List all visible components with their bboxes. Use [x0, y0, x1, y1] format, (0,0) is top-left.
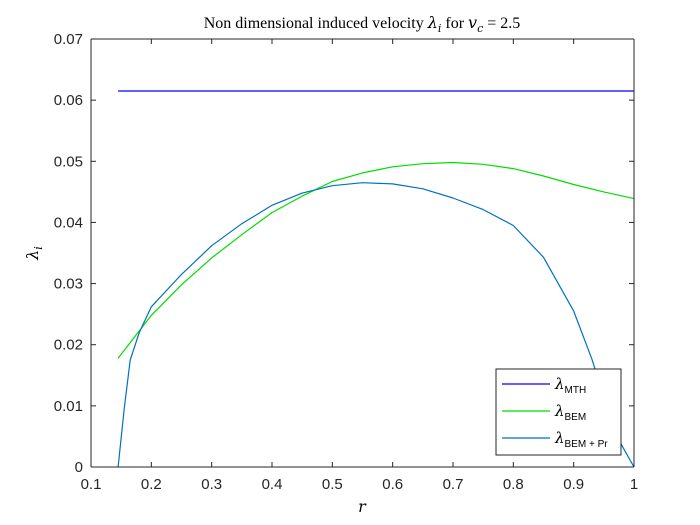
x-tick-label: 0.5 — [322, 476, 343, 493]
x-tick-label: 0.6 — [382, 476, 403, 493]
series-line-bem-pr — [117, 182, 635, 468]
x-tick-label: 1 — [630, 476, 638, 493]
x-tick-label: 0.7 — [443, 476, 464, 493]
x-tick-label: 0.2 — [141, 476, 162, 493]
y-tick-label: 0.06 — [54, 92, 83, 109]
y-tick-label: 0.04 — [54, 214, 83, 231]
y-tick-label: 0 — [75, 459, 83, 476]
y-tick-label: 0.02 — [54, 337, 83, 354]
y-tick-label: 0.01 — [54, 398, 83, 415]
x-tick-label: 0.9 — [563, 476, 584, 493]
x-tick-label: 0.8 — [503, 476, 524, 493]
legend-label: λMTH — [554, 375, 586, 396]
x-tick-label: 0.1 — [81, 476, 102, 493]
y-tick-label: 0.05 — [54, 153, 83, 170]
series-line-bem — [117, 161, 635, 359]
legend-entries: λMTH λBEM λBEM + Pr — [502, 375, 608, 450]
x-ticks: 0.1 0.2 0.3 0.4 0.5 0.6 0.7 0.8 0.9 1 — [81, 39, 638, 493]
legend: λMTH λBEM λBEM + Pr — [495, 368, 622, 456]
legend-label: λBEM — [554, 402, 586, 423]
y-ticks: 0 0.01 0.02 0.03 0.04 0.05 0.06 0.07 — [54, 31, 634, 476]
y-axis-label: λi — [23, 246, 45, 261]
axes-frame — [90, 38, 635, 468]
y-tick-label: 0.07 — [54, 31, 83, 48]
x-tick-label: 0.4 — [262, 476, 283, 493]
y-tick-label: 0.03 — [54, 276, 83, 293]
x-tick-label: 0.3 — [201, 476, 222, 493]
legend-label: λBEM + Pr — [554, 429, 608, 450]
x-axis-label: r — [358, 497, 367, 516]
legend-box — [495, 368, 622, 456]
chart-title: Non dimensional induced velocity λi for … — [204, 13, 521, 35]
series-layer — [117, 90, 635, 468]
